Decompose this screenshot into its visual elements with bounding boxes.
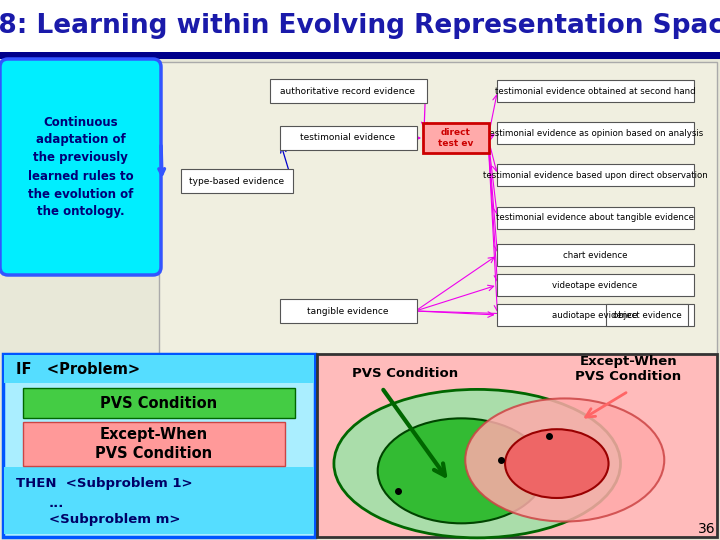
Bar <box>4 467 314 534</box>
FancyBboxPatch shape <box>279 126 416 150</box>
Text: tangible evidence: tangible evidence <box>307 307 389 315</box>
FancyBboxPatch shape <box>3 354 315 537</box>
FancyBboxPatch shape <box>497 122 693 144</box>
Text: IF   <Problem>: IF <Problem> <box>16 361 140 376</box>
Ellipse shape <box>378 418 545 523</box>
Text: THEN  <Subproblem 1>: THEN <Subproblem 1> <box>16 477 193 490</box>
FancyBboxPatch shape <box>497 274 693 296</box>
Text: <Subproblem m>: <Subproblem m> <box>49 513 181 526</box>
Text: ...: ... <box>49 497 64 510</box>
FancyBboxPatch shape <box>269 79 426 103</box>
FancyBboxPatch shape <box>497 304 693 326</box>
Text: Except-When
PVS Condition: Except-When PVS Condition <box>96 427 212 461</box>
Text: type-based evidence: type-based evidence <box>189 177 284 186</box>
FancyBboxPatch shape <box>279 299 416 323</box>
Text: videotape evidence: videotape evidence <box>552 280 638 289</box>
FancyBboxPatch shape <box>497 80 693 102</box>
Text: Continuous
adaptation of
the previously
learned rules to
the evolution of
the on: Continuous adaptation of the previously … <box>27 116 133 219</box>
FancyBboxPatch shape <box>497 207 693 229</box>
FancyBboxPatch shape <box>181 169 293 193</box>
Ellipse shape <box>505 429 608 498</box>
Text: object evidence: object evidence <box>613 310 681 320</box>
Text: PVS Condition: PVS Condition <box>353 367 459 380</box>
Bar <box>0 52 720 59</box>
FancyBboxPatch shape <box>497 164 693 186</box>
Text: P8: Learning within Evolving Representation Space: P8: Learning within Evolving Representat… <box>0 13 720 39</box>
FancyBboxPatch shape <box>423 123 489 153</box>
Text: direct
test ev: direct test ev <box>438 129 474 148</box>
Bar <box>0 0 720 52</box>
FancyBboxPatch shape <box>606 304 688 326</box>
Text: testimonial evidence obtained at second hand: testimonial evidence obtained at second … <box>495 86 696 96</box>
Text: Except-When
PVS Condition: Except-When PVS Condition <box>575 355 682 383</box>
Text: testimonial evidence: testimonial evidence <box>300 133 395 143</box>
FancyBboxPatch shape <box>159 62 717 354</box>
FancyBboxPatch shape <box>23 388 295 418</box>
Text: testimonial evidence as opinion based on analysis: testimonial evidence as opinion based on… <box>487 129 703 138</box>
Bar <box>4 355 314 383</box>
Text: 36: 36 <box>698 522 716 536</box>
FancyBboxPatch shape <box>497 244 693 266</box>
Ellipse shape <box>334 389 621 538</box>
Text: testimonial evidence based upon direct observation: testimonial evidence based upon direct o… <box>482 171 707 179</box>
Text: chart evidence: chart evidence <box>563 251 627 260</box>
Ellipse shape <box>465 399 665 522</box>
Text: audiotape evidence: audiotape evidence <box>552 310 638 320</box>
Text: authoritative record evidence: authoritative record evidence <box>281 86 415 96</box>
FancyBboxPatch shape <box>317 354 717 537</box>
Bar <box>0 59 720 540</box>
Text: PVS Condition: PVS Condition <box>100 395 217 410</box>
FancyBboxPatch shape <box>23 422 285 466</box>
Text: testimonial evidence about tangible evidence: testimonial evidence about tangible evid… <box>496 213 694 222</box>
FancyBboxPatch shape <box>0 59 161 275</box>
